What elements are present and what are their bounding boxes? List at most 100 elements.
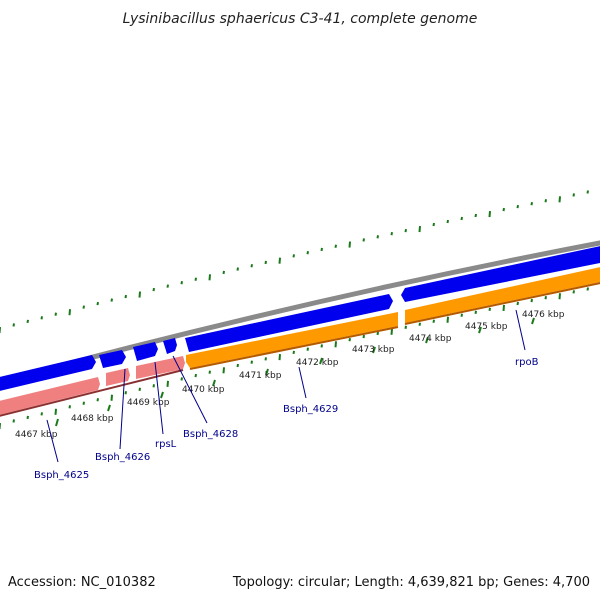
gc-mark: [124, 391, 127, 395]
gc-mark: [250, 264, 253, 268]
ruler-label-4468: 4468 kbp: [71, 414, 114, 424]
gc-mark: [152, 287, 155, 292]
ruler-tick: [319, 357, 323, 365]
gc-mark: [586, 190, 589, 194]
gene-feature-bsph-4629[interactable]: [186, 312, 398, 368]
gc-mark: [460, 216, 463, 221]
position-ruler: 4467 kbp 4468 kbp 4469 kbp 4470 kbp 4471…: [15, 310, 565, 440]
gc-mark: [418, 322, 421, 326]
gc-mark: [502, 304, 505, 311]
gc-mark: [236, 363, 239, 368]
gc-mark: [110, 298, 113, 302]
ruler-label-4474: 4474 kbp: [409, 334, 452, 344]
gc-mark: [208, 274, 211, 281]
gene-feature-rpsL[interactable]: [133, 342, 158, 361]
gc-mark: [404, 325, 407, 329]
gene-feature-bsph-4626[interactable]: [99, 350, 126, 368]
gc-mark: [12, 419, 15, 423]
leader-line-bsph-4628: [172, 355, 208, 424]
gene-label-bsph-4626[interactable]: Bsph_4626: [95, 452, 150, 463]
gc-mark: [474, 213, 477, 218]
gc-mark: [222, 270, 225, 275]
gc-mark: [376, 331, 379, 336]
gc-mark: [264, 357, 267, 361]
gene-label-bsph-4628[interactable]: Bsph_4628: [183, 429, 238, 440]
gc-mark: [306, 250, 309, 255]
ruler-tick: [425, 336, 429, 344]
reverse-track-shadow-orange: [189, 282, 600, 370]
gc-mark: [96, 398, 99, 402]
map-title: Lysinibacillus sphaericus C3-41, complet…: [123, 11, 478, 27]
gc-mark: [572, 193, 575, 197]
ruler-tick: [265, 368, 269, 376]
gc-mark: [278, 257, 281, 264]
gene-feature-bsph-4625[interactable]: [0, 377, 100, 416]
ruler-label-4470: 4470 kbp: [182, 385, 225, 395]
gc-marks-inner: [0, 287, 589, 430]
gc-mark: [26, 319, 29, 324]
gene-feature-large-forward[interactable]: [185, 294, 393, 352]
gc-mark: [348, 241, 351, 248]
gc-mark: [236, 267, 239, 271]
gene-feature-rpoB[interactable]: [401, 245, 600, 302]
leader-line-bsph-4629: [298, 366, 307, 399]
gc-mark: [460, 313, 463, 317]
gene-label-bsph-4629[interactable]: Bsph_4629: [283, 404, 338, 415]
gc-mark: [194, 373, 197, 378]
gc-mark: [334, 244, 337, 248]
gc-mark: [530, 298, 533, 303]
leader-line-rpsL: [154, 361, 164, 435]
gc-mark: [586, 287, 589, 291]
gc-mark: [82, 401, 85, 405]
gc-mark: [278, 354, 281, 361]
gc-mark: [82, 305, 85, 309]
ruler-tick: [372, 346, 376, 354]
gc-mark: [362, 334, 365, 339]
gc-mark: [264, 260, 267, 265]
gc-mark: [68, 405, 71, 409]
gc-mark: [390, 328, 393, 335]
gc-mark: [404, 228, 407, 233]
gc-mark: [166, 380, 169, 387]
ruler-label-4473: 4473 kbp: [352, 345, 395, 355]
gene-feature-bsph-4628[interactable]: [163, 338, 177, 354]
gc-mark: [544, 296, 547, 300]
gc-mark: [40, 412, 43, 416]
gc-mark: [306, 347, 309, 351]
ruler-label-4472: 4472 kbp: [296, 358, 339, 368]
ruler-tick: [531, 317, 535, 325]
ruler-label-4476: 4476 kbp: [522, 310, 565, 320]
gene-label-bsph-4625[interactable]: Bsph_4625: [34, 470, 89, 481]
gc-mark: [558, 293, 561, 300]
gene-feature-pink-3[interactable]: [136, 356, 185, 379]
gc-mark: [516, 301, 519, 306]
gene-label-rpoB[interactable]: rpoB: [515, 357, 539, 368]
gc-mark: [530, 202, 533, 206]
gene-labels: Bsph_4625 Bsph_4626 rpsL Bsph_4628 Bsph_…: [34, 309, 539, 481]
gene-label-rpsL[interactable]: rpsL: [155, 439, 177, 450]
gc-mark: [12, 323, 15, 327]
forward-strand-track: [0, 245, 600, 392]
gc-mark: [152, 384, 155, 388]
gc-mark: [362, 238, 365, 242]
gc-mark: [544, 199, 547, 203]
gc-mark: [474, 310, 477, 314]
gc-mark: [180, 377, 183, 381]
gc-mark: [96, 301, 99, 306]
gc-mark: [320, 344, 323, 348]
genome-summary-text: Topology: circular; Length: 4,639,821 bp…: [232, 575, 590, 590]
ruler-tick: [160, 391, 164, 399]
gene-feature-orange-2[interactable]: [405, 266, 600, 323]
gc-mark: [124, 294, 127, 299]
gc-mark: [558, 196, 561, 203]
gc-mark: [446, 219, 449, 224]
gc-mark: [138, 291, 141, 298]
leader-line-bsph-4625: [46, 419, 59, 463]
ruler-tick: [212, 379, 216, 387]
accession-text: Accession: NC_010382: [8, 575, 156, 590]
ruler-tick: [107, 404, 111, 412]
gene-feature-bsph-4625-blue[interactable]: [0, 355, 96, 392]
gc-mark: [40, 316, 43, 320]
gc-mark: [292, 254, 295, 258]
